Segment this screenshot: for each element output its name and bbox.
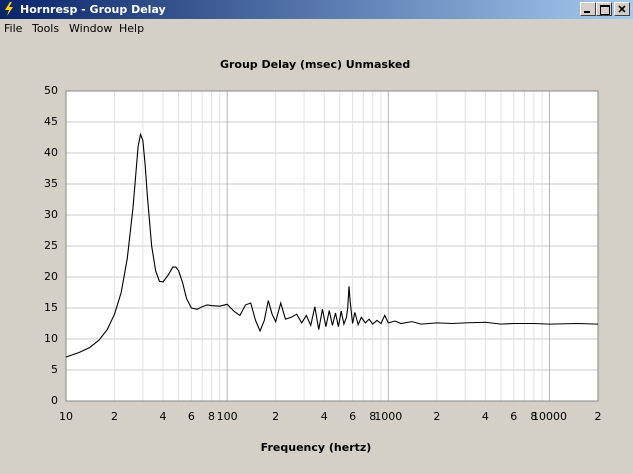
title-bar: Hornresp - Group Delay — [0, 0, 633, 19]
y-tick-label: 30 — [44, 208, 58, 221]
y-tick-label: 10 — [44, 332, 58, 345]
maximize-button[interactable] — [596, 2, 612, 16]
close-button[interactable] — [614, 2, 630, 16]
y-tick-label: 0 — [51, 394, 58, 407]
x-tick-label: 6 — [188, 410, 195, 423]
window-title: Hornresp - Group Delay — [20, 3, 166, 16]
y-tick-label: 20 — [44, 270, 58, 283]
y-tick-label: 40 — [44, 146, 58, 159]
x-tick-label: 2 — [111, 410, 118, 423]
x-tick-label: 1000 — [374, 410, 402, 423]
menu-item[interactable]: Window — [69, 22, 113, 35]
y-tick-label: 15 — [44, 301, 58, 314]
x-tick-label: 4 — [321, 410, 328, 423]
y-tick-label: 50 — [44, 84, 58, 97]
x-tick-label: 2 — [272, 410, 279, 423]
x-tick-label: 8 — [208, 410, 215, 423]
x-tick-label: 6 — [349, 410, 356, 423]
menu-item[interactable]: Tools — [32, 22, 60, 35]
x-tick-label: 8 — [369, 410, 376, 423]
y-tick-label: 35 — [44, 177, 58, 190]
y-tick-label: 5 — [51, 363, 58, 376]
x-tick-label: 4 — [482, 410, 489, 423]
y-tick-label: 45 — [44, 115, 58, 128]
x-tick-label: 100 — [217, 410, 238, 423]
data-line — [65, 132, 599, 358]
minimize-button[interactable] — [580, 2, 596, 16]
x-tick-label: 10000 — [532, 410, 567, 423]
x-axis-title: Frequency (hertz) — [261, 441, 372, 454]
app-icon — [5, 2, 13, 16]
menu-item[interactable]: File — [4, 22, 23, 35]
menu-bar: File Tools Window Help — [0, 19, 633, 38]
x-tick-label: 4 — [160, 410, 167, 423]
chart-title: Group Delay (msec) — [220, 58, 342, 71]
x-tick-label: 8 — [530, 410, 537, 423]
x-tick-label: 6 — [510, 410, 517, 423]
x-tick-label: 2 — [595, 410, 602, 423]
x-tick-label: 2 — [433, 410, 440, 423]
y-tick-label: 25 — [44, 239, 58, 252]
x-tick-label: 10 — [59, 410, 73, 423]
menu-item[interactable]: Help — [119, 22, 145, 35]
chart-subtitle: Unmasked — [346, 58, 411, 71]
plot-border — [65, 90, 599, 402]
